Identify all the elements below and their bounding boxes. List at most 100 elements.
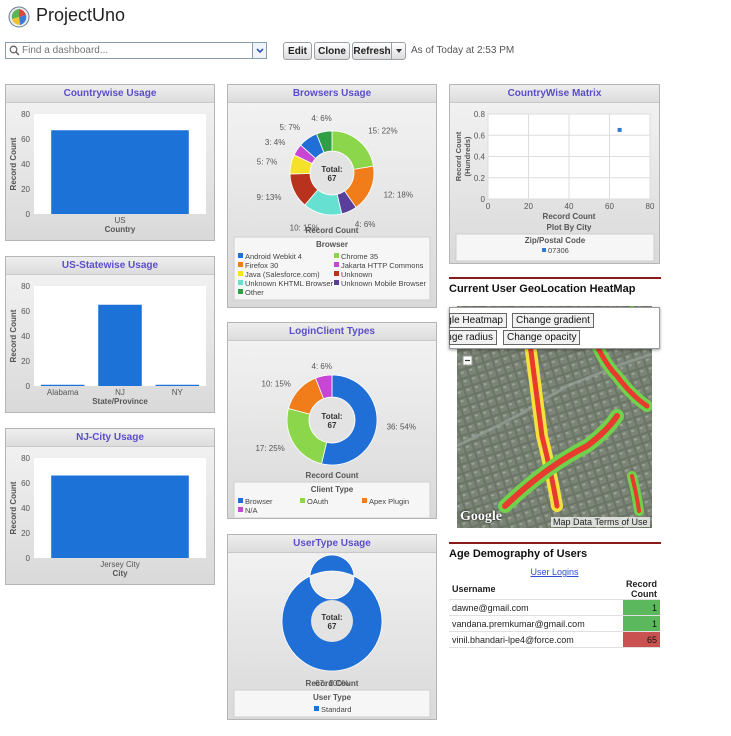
y-tick-label: 40 (21, 160, 30, 169)
refresh-button[interactable]: Refresh (352, 42, 392, 60)
slice-label: 5: 7% (257, 157, 277, 166)
search-dropdown-button[interactable] (252, 43, 266, 58)
browsers-panel: Browsers Usage 15: 22% 12: 18% 4: 6% 10: 15… (227, 84, 437, 308)
slice-label: 3: 4% (265, 138, 285, 147)
demography-section-title: Age Demography of Users (449, 542, 661, 560)
caret-down-icon (395, 49, 402, 53)
y-tick-label: 60 (21, 135, 30, 144)
heatmap-controls: Toggle Heatmap Change gradient Change ra… (449, 307, 660, 349)
legend-swatch (238, 271, 243, 276)
heatmap-section-title: Current User GeoLocation HeatMap (449, 277, 661, 295)
x-tick-label: 20 (524, 202, 533, 211)
x-axis-label: Record Count (306, 226, 359, 235)
x-tick-label: 80 (646, 202, 655, 211)
username-cell: vandana.premkumar@gmail.com (449, 615, 623, 632)
slice-label: 10: 15% (290, 223, 319, 232)
matrix-panel: CountryWise Matrix 0 20 40 60 80 0 0.2 0.4 0.6 0.… (449, 84, 660, 264)
y-tick-label: 0.8 (474, 110, 486, 119)
slice-label: 12: 18% (384, 191, 413, 200)
legend-entry: Browser (245, 497, 273, 506)
legend-swatch (238, 498, 243, 503)
y-tick-label: 20 (21, 357, 30, 366)
legend-entry: Unknown (341, 270, 372, 279)
legend-entry: Android Webkit 4 (245, 252, 302, 261)
y-axis-label: Record Count (454, 131, 463, 181)
donut-center (311, 152, 353, 194)
terms-link[interactable]: Terms of Use (594, 517, 648, 527)
pie-slice[interactable] (321, 374, 378, 466)
col-username: Username (449, 579, 623, 600)
usertype-chart: 67: 100% Total:67 Record Count User Type Sta… (233, 554, 431, 718)
bar[interactable] (98, 304, 142, 386)
bar[interactable] (51, 475, 189, 559)
y-tick-label: 60 (21, 307, 30, 316)
total-label: Total: (321, 412, 342, 421)
legend-title: Browser (316, 240, 348, 249)
y-tick-label: 0 (26, 210, 31, 219)
slice-label: 15: 22% (368, 126, 397, 135)
chevron-down-icon (256, 48, 264, 54)
table-row: vandana.premkumar@gmail.com 1 (449, 615, 660, 632)
x-tick-label: Jersey City (100, 560, 140, 569)
refresh-options-button[interactable] (391, 42, 406, 60)
x-axis-label: Record Count (306, 679, 359, 688)
y-tick-label: 20 (21, 185, 30, 194)
njcity-title: NJ-City Usage (6, 429, 214, 447)
dashboard-search[interactable] (5, 42, 267, 59)
slice-label: 4: 6% (311, 114, 331, 123)
pie-slice[interactable] (316, 130, 333, 154)
browsers-title: Browsers Usage (228, 85, 436, 103)
x-tick-label: 60 (605, 202, 614, 211)
donut-center (311, 600, 353, 642)
legend-title: Client Type (311, 485, 354, 494)
slice-label: 36: 54% (387, 422, 416, 431)
count-cell: 1 (622, 615, 660, 632)
total-label: Total: (321, 613, 342, 622)
clone-button[interactable]: Clone (314, 42, 350, 60)
x-tick-label: 40 (565, 202, 574, 211)
legend-entry: Unknown Mobile Browser (341, 279, 427, 288)
legend-entry: Unknown KHTML Browser (245, 279, 334, 288)
bar[interactable] (155, 384, 200, 386)
toggle-heatmap-button[interactable]: Toggle Heatmap (449, 313, 507, 328)
map-data-link[interactable]: Map Data (553, 517, 593, 527)
y-tick-label: 20 (21, 529, 30, 538)
edit-button[interactable]: Edit (283, 42, 312, 60)
count-cell: 1 (622, 599, 660, 616)
legend-entry: OAuth (307, 497, 328, 506)
change-radius-button[interactable]: Change radius (449, 330, 497, 345)
change-gradient-button[interactable]: Change gradient (512, 313, 594, 328)
legend-box (233, 236, 431, 301)
pie-slice[interactable] (314, 374, 333, 400)
donut-center (310, 398, 354, 442)
bar[interactable] (51, 130, 189, 214)
slice-label: 4: 6% (355, 220, 375, 229)
statewise-title: US-Statewise Usage (6, 257, 214, 275)
x-axis-label: Country (105, 225, 136, 234)
x-axis-label: State/Province (92, 397, 148, 406)
legend-swatch (334, 280, 339, 285)
y-tick-label: 0 (26, 554, 31, 563)
table-header-row: Username Record Count (449, 579, 660, 600)
legend-entry: Jakarta HTTP Commons (341, 261, 424, 270)
matrix-title: CountryWise Matrix (450, 85, 659, 103)
legend-entry: Java (Salesforce.com) (245, 270, 320, 279)
search-input[interactable] (22, 43, 252, 58)
user-logins-link[interactable]: User Logins (530, 567, 579, 577)
y-tick-label: 60 (21, 479, 30, 488)
x-axis-label: Record Count (543, 212, 596, 221)
statewise-panel: US-Statewise Usage 0 20 40 60 80 Record Count… (5, 256, 215, 413)
change-opacity-button[interactable]: Change opacity (503, 330, 580, 345)
usertype-title: UserType Usage (228, 535, 436, 553)
legend-title: User Type (313, 693, 352, 702)
scatter-point[interactable] (617, 127, 622, 132)
count-cell: 65 (622, 631, 660, 648)
legend-entry: Apex Plugin (369, 497, 409, 506)
x-tick-label: NY (172, 388, 184, 397)
legend-swatch (238, 262, 243, 267)
bar[interactable] (40, 384, 85, 386)
slice-label: 5: 7% (279, 123, 299, 132)
y-tick-label: 80 (21, 282, 30, 291)
user-logins-table: User Logins Username Record Count dawne@… (449, 565, 660, 648)
